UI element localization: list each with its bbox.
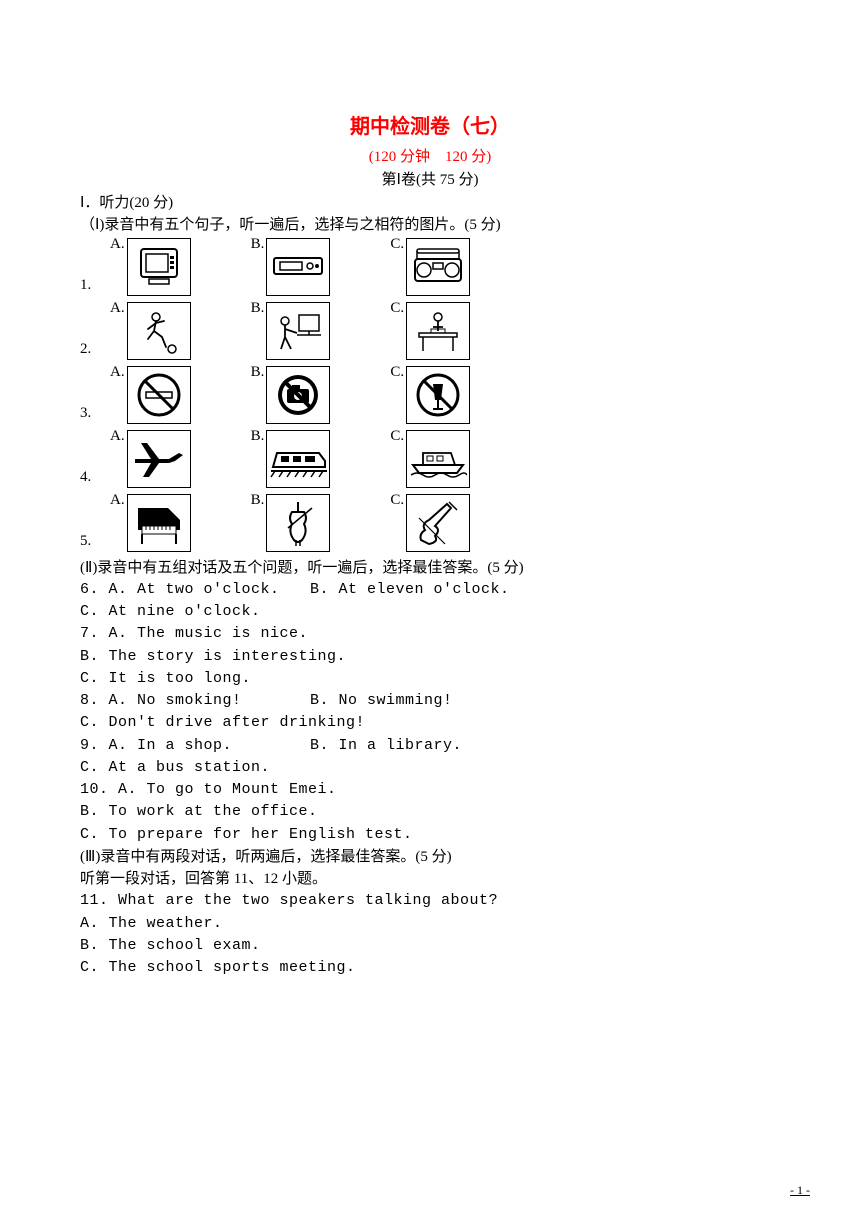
- q11-c: C. The school sports meeting.: [80, 958, 780, 978]
- q4-row: 4. A. B. C.: [80, 430, 780, 488]
- q4-num: 4.: [80, 469, 98, 488]
- q8-b: B. No swimming!: [310, 691, 453, 711]
- runner-icon: [127, 302, 191, 360]
- label-B: B.: [251, 236, 265, 253]
- label-A: A.: [110, 300, 125, 317]
- cello-icon: [266, 494, 330, 552]
- section1-sub: （Ⅰ)录音中有五个句子，听一遍后，选择与之相符的图片。(5 分): [80, 215, 780, 235]
- label-A: A.: [110, 492, 125, 509]
- q3-optA: A.: [110, 366, 191, 424]
- q2-optB: B.: [251, 302, 331, 360]
- q6-a: 6. A. At two o'clock.: [80, 580, 310, 600]
- q3-optC: C.: [390, 366, 470, 424]
- section3-sub: 听第一段对话，回答第 11、12 小题。: [80, 869, 780, 889]
- train-icon: [266, 430, 330, 488]
- label-B: B.: [251, 364, 265, 381]
- q3-row: 3. A. B. C.: [80, 366, 780, 424]
- q3-optB: B.: [251, 366, 331, 424]
- q4-optC: C.: [390, 430, 470, 488]
- q1-row: 1. A. B. C.: [80, 238, 780, 296]
- q2-num: 2.: [80, 341, 98, 360]
- q7-a: 7. A. The music is nice.: [80, 624, 780, 644]
- q4-optB: B.: [251, 430, 331, 488]
- label-A: A.: [110, 364, 125, 381]
- label-B: B.: [251, 300, 265, 317]
- label-C: C.: [390, 236, 404, 253]
- q2-optA: A.: [110, 302, 191, 360]
- q5-row: 5. A. B. C.: [80, 494, 780, 552]
- q8-a: 8. A. No smoking!: [80, 691, 310, 711]
- q5-optA: A.: [110, 494, 191, 552]
- section3-heading: (Ⅲ)录音中有两段对话，听两遍后，选择最佳答案。(5 分): [80, 847, 780, 867]
- label-C: C.: [390, 300, 404, 317]
- q6-line: 6. A. At two o'clock. B. At eleven o'clo…: [80, 580, 780, 600]
- q2-row: 2. A. B. C.: [80, 302, 780, 360]
- q5-optB: B.: [251, 494, 331, 552]
- tv-icon: [127, 238, 191, 296]
- no-photo-icon: [266, 366, 330, 424]
- no-drinking-icon: [406, 366, 470, 424]
- q6-b: B. At eleven o'clock.: [310, 580, 510, 600]
- section2-heading: (Ⅱ)录音中有五组对话及五个问题，听一遍后，选择最佳答案。(5 分): [80, 558, 780, 578]
- q1-num: 1.: [80, 277, 98, 296]
- q5-optC: C.: [390, 494, 470, 552]
- q7-c: C. It is too long.: [80, 669, 780, 689]
- q1-optB: B.: [251, 238, 331, 296]
- q9-line: 9. A. In a shop. B. In a library.: [80, 736, 780, 756]
- vcr-icon: [266, 238, 330, 296]
- label-A: A.: [110, 428, 125, 445]
- q11-b: B. The school exam.: [80, 936, 780, 956]
- q1-optC: C.: [390, 238, 470, 296]
- label-C: C.: [390, 492, 404, 509]
- q9-c: C. At a bus station.: [80, 758, 780, 778]
- page-number: - 1 -: [790, 1183, 810, 1198]
- violin-icon: [406, 494, 470, 552]
- time-score: (120 分钟 120 分): [80, 145, 780, 166]
- q5-num: 5.: [80, 533, 98, 552]
- q4-optA: A.: [110, 430, 191, 488]
- label-C: C.: [390, 364, 404, 381]
- q2-optC: C.: [390, 302, 470, 360]
- page-root: 期中检测卷（七） (120 分钟 120 分) 第Ⅰ卷(共 75 分) Ⅰ．听力…: [0, 0, 860, 1216]
- q1-optA: A.: [110, 238, 191, 296]
- piano-icon: [127, 494, 191, 552]
- label-B: B.: [251, 428, 265, 445]
- q11: 11. What are the two speakers talking ab…: [80, 891, 780, 911]
- q9-b: B. In a library.: [310, 736, 462, 756]
- no-smoking-icon: [127, 366, 191, 424]
- q11-a: A. The weather.: [80, 914, 780, 934]
- label-B: B.: [251, 492, 265, 509]
- airplane-icon: [127, 430, 191, 488]
- q10-b: B. To work at the office.: [80, 802, 780, 822]
- computer-user-icon: [266, 302, 330, 360]
- desk-reader-icon: [406, 302, 470, 360]
- section1-heading: Ⅰ．听力(20 分): [80, 193, 780, 213]
- q8-line: 8. A. No smoking! B. No swimming!: [80, 691, 780, 711]
- title: 期中检测卷（七）: [80, 110, 780, 139]
- label-C: C.: [390, 428, 404, 445]
- q6-c: C. At nine o'clock.: [80, 602, 780, 622]
- radio-icon: [406, 238, 470, 296]
- ship-icon: [406, 430, 470, 488]
- paper-part: 第Ⅰ卷(共 75 分): [80, 168, 780, 189]
- label-A: A.: [110, 236, 125, 253]
- q7-b: B. The story is interesting.: [80, 647, 780, 667]
- q8-c: C. Don't drive after drinking!: [80, 713, 780, 733]
- q3-num: 3.: [80, 405, 98, 424]
- q10-c: C. To prepare for her English test.: [80, 825, 780, 845]
- q10-a: 10. A. To go to Mount Emei.: [80, 780, 780, 800]
- q9-a: 9. A. In a shop.: [80, 736, 310, 756]
